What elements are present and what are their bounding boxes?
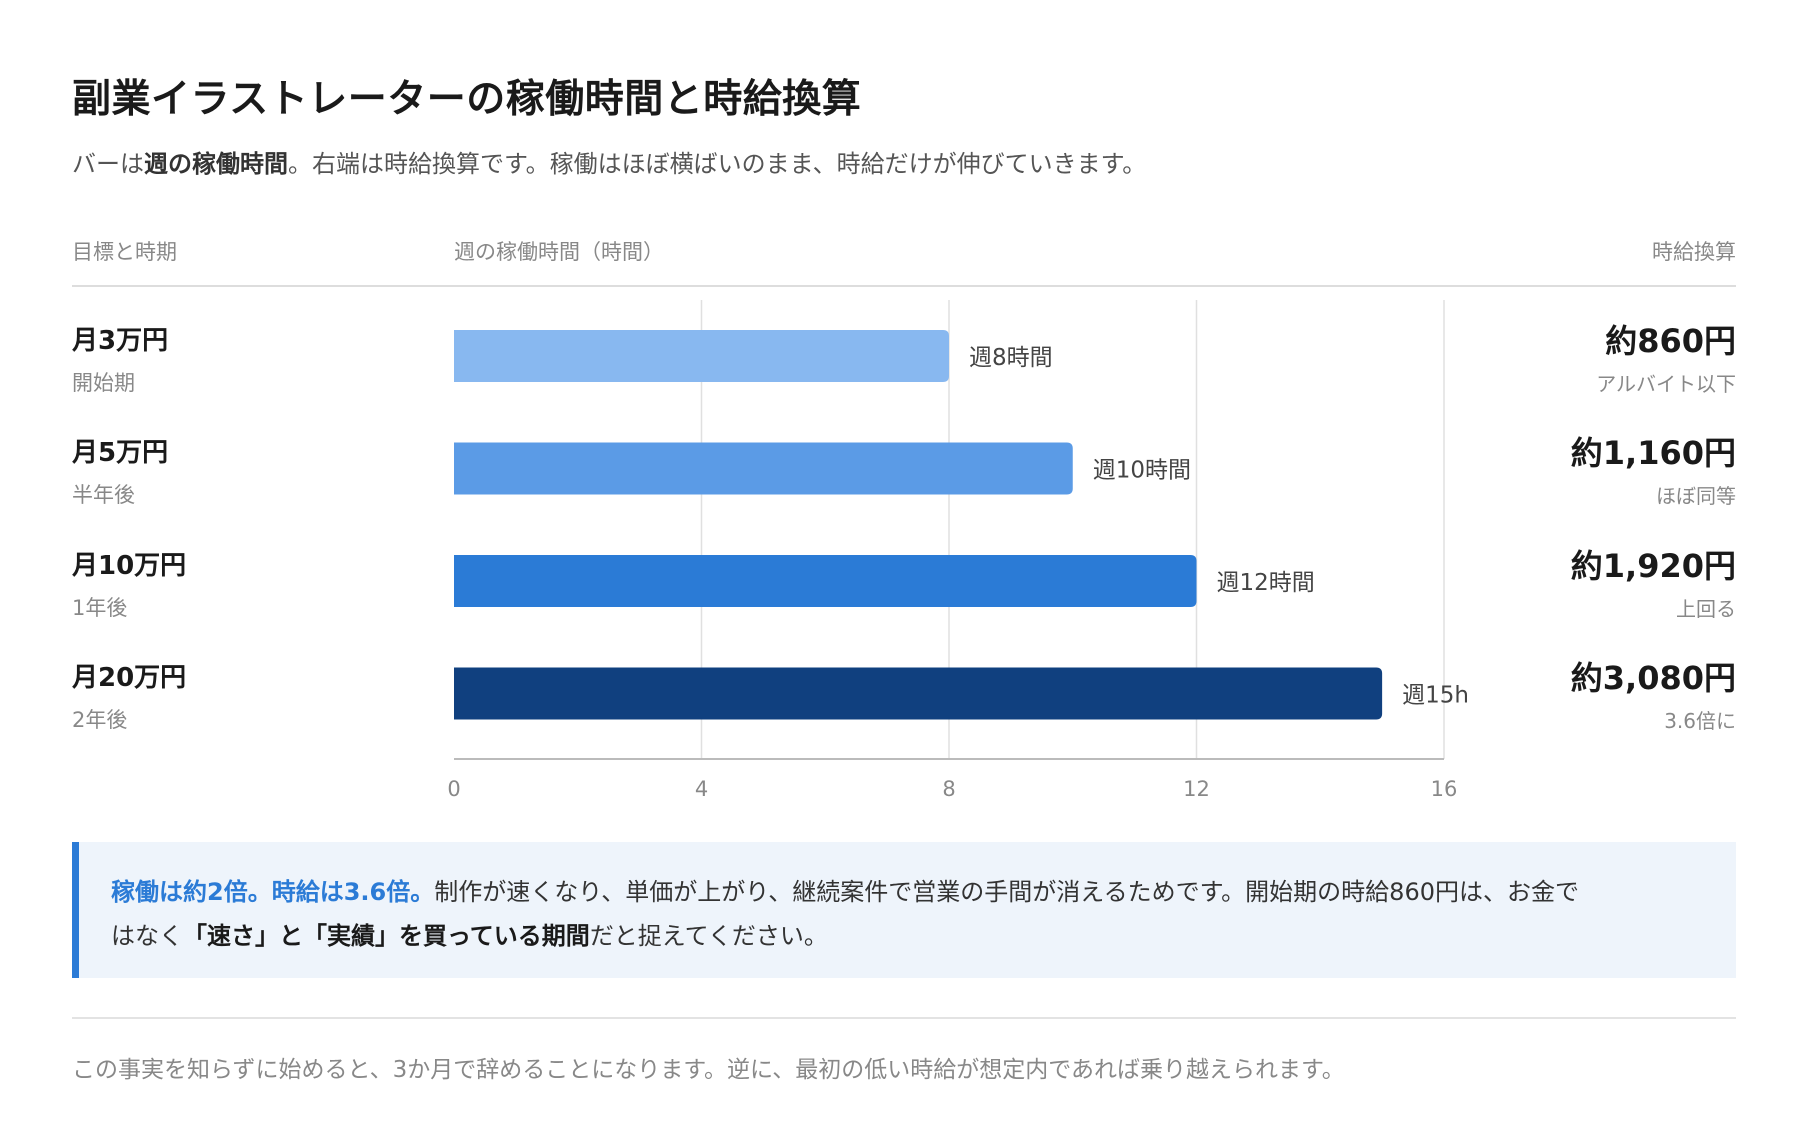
row-period: 半年後 xyxy=(72,483,135,507)
row-rate-3: 約3,080円 3.6倍に xyxy=(1571,653,1736,734)
callout-bold: 「速さ」と「実績」を買っている期間 xyxy=(183,922,590,950)
rate-value: 約860円 xyxy=(1605,322,1736,360)
page-subtitle: バーは週の稼働時間。右端は時給換算です。稼働はほぼ横ばいのまま、時給だけが伸びて… xyxy=(72,144,1146,179)
x-tick-label: 4 xyxy=(695,777,708,801)
row-period: 1年後 xyxy=(72,596,128,620)
row-label-0: 月3万円 開始期 xyxy=(72,320,168,397)
row-goal: 月10万円 xyxy=(72,551,187,581)
callout-box: 稼働は約2倍。時給は3.6倍。制作が速くなり、単価が上がり、継続案件で営業の手間… xyxy=(72,842,1736,978)
row-goal: 月5万円 xyxy=(72,438,169,468)
column-header-rate: 時給換算 xyxy=(1652,240,1736,264)
bar-data-label: 週8時間 xyxy=(969,345,1053,371)
bar xyxy=(454,555,1197,607)
rate-value: 約1,160円 xyxy=(1570,434,1736,472)
rate-note: アルバイト以下 xyxy=(1596,372,1736,396)
rate-note: ほぼ同等 xyxy=(1656,484,1736,508)
x-tick-label: 8 xyxy=(942,777,955,801)
row-goal: 月20万円 xyxy=(72,663,187,693)
row-rate-1: 約1,160円 ほぼ同等 xyxy=(1571,428,1736,509)
bar xyxy=(454,330,949,382)
row-label-2: 月10万円 1年後 xyxy=(72,545,186,622)
x-tick-label: 12 xyxy=(1183,777,1210,801)
rate-value: 約3,080円 xyxy=(1570,659,1736,697)
row-rate-0: 約860円 アルバイト以下 xyxy=(1596,316,1736,397)
row-rate-2: 約1,920円 上回る xyxy=(1571,541,1736,622)
page-title: 副業イラストレーターの稼働時間と時給換算 xyxy=(72,77,862,122)
bar xyxy=(454,667,1383,720)
footer-divider xyxy=(72,1017,1736,1019)
footnote: この事実を知らずに始めると、3か月で辞めることになります。逆に、最初の低い時給が… xyxy=(72,1057,1345,1083)
subtitle-post: 。右端は時給換算です。稼働はほぼ横ばいのまま、時給だけが伸びていきます。 xyxy=(288,150,1147,178)
row-label-3: 月20万円 2年後 xyxy=(72,657,186,734)
callout-text-3: だと捉えてください。 xyxy=(589,922,828,950)
header-divider xyxy=(72,285,1736,287)
column-header-goal: 目標と時期 xyxy=(72,240,177,264)
x-tick-label: 16 xyxy=(1431,777,1458,801)
bar-data-label: 週10時間 xyxy=(1093,458,1191,484)
subtitle-pre: バーは xyxy=(72,150,144,178)
rate-note: 3.6倍に xyxy=(1664,709,1736,733)
row-goal: 月3万円 xyxy=(72,326,169,356)
bar-data-label: 週15h xyxy=(1402,683,1469,709)
subtitle-bold: 週の稼働時間 xyxy=(144,150,288,178)
callout-text-1: 制作が速くなり、単価が上がり、継続案件で営業の手間が消えるためです。開始期の時給… xyxy=(434,878,1579,906)
callout-text-2: はなく xyxy=(111,922,183,950)
rate-value: 約1,920円 xyxy=(1570,547,1736,585)
callout-highlight: 稼働は約2倍。時給は3.6倍。 xyxy=(111,878,435,906)
column-header-hours: 週の稼働時間（時間） xyxy=(454,240,664,264)
row-label-1: 月5万円 半年後 xyxy=(72,432,168,509)
row-period: 開始期 xyxy=(72,371,135,395)
bar xyxy=(454,442,1073,495)
bar-data-label: 週12時間 xyxy=(1217,570,1315,596)
x-tick-label: 0 xyxy=(447,777,460,801)
rate-note: 上回る xyxy=(1676,597,1736,621)
row-period: 2年後 xyxy=(72,708,128,732)
